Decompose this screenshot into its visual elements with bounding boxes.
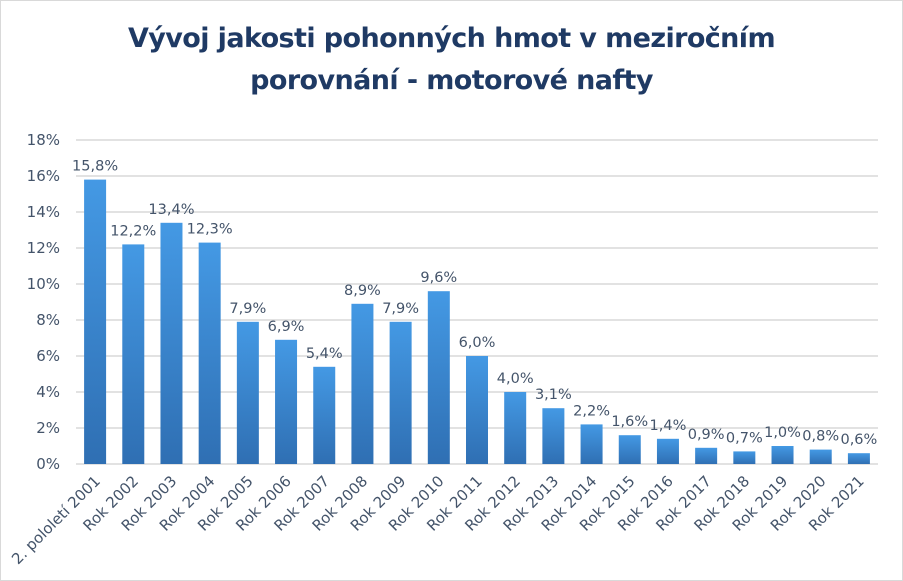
bar xyxy=(198,242,221,464)
y-tick-label: 10% xyxy=(27,275,60,293)
y-tick-label: 16% xyxy=(27,167,60,185)
bar xyxy=(313,366,336,464)
bar xyxy=(466,356,488,464)
bar xyxy=(389,321,412,464)
bar xyxy=(656,438,679,464)
bar xyxy=(695,447,718,464)
y-tick-label: 8% xyxy=(36,311,60,329)
bar xyxy=(275,339,298,464)
data-label: 1,6% xyxy=(611,414,648,430)
y-tick-label: 0% xyxy=(36,455,60,473)
data-label: 1,4% xyxy=(650,418,687,434)
data-label: 6,0% xyxy=(459,335,496,351)
data-label: 12,2% xyxy=(110,223,156,239)
bar xyxy=(733,451,756,464)
y-tick-label: 12% xyxy=(27,239,60,257)
bar xyxy=(809,449,832,464)
bar xyxy=(122,244,145,464)
data-label: 6,9% xyxy=(268,319,305,335)
bar xyxy=(847,453,870,464)
data-label: 9,6% xyxy=(420,270,457,286)
data-label: 0,9% xyxy=(688,427,725,443)
y-tick-label: 6% xyxy=(36,347,60,365)
chart-title: Vývoj jakosti pohonných hmot v meziroční… xyxy=(0,18,903,102)
data-label: 1,0% xyxy=(764,425,801,441)
bar xyxy=(236,321,259,464)
bar xyxy=(542,408,565,464)
y-tick-label: 4% xyxy=(36,383,60,401)
data-label: 7,9% xyxy=(229,301,266,317)
data-label: 0,8% xyxy=(802,429,839,445)
bar xyxy=(771,446,794,464)
bar xyxy=(618,435,641,464)
data-label: 3,1% xyxy=(535,387,572,403)
bar xyxy=(84,179,107,464)
data-label: 5,4% xyxy=(306,346,343,362)
y-tick-label: 2% xyxy=(36,419,60,437)
data-label: 0,6% xyxy=(840,432,877,448)
data-label: 2,2% xyxy=(573,403,610,419)
y-tick-label: 14% xyxy=(27,203,60,221)
data-label: 8,9% xyxy=(344,283,381,299)
chart-title-line1: Vývoj jakosti pohonných hmot v meziroční… xyxy=(127,23,776,54)
bar xyxy=(351,303,374,464)
data-label: 7,9% xyxy=(382,301,419,317)
data-label: 4,0% xyxy=(497,371,534,387)
bar xyxy=(427,291,450,464)
data-label: 13,4% xyxy=(148,202,194,218)
bar xyxy=(160,222,183,464)
data-label: 15,8% xyxy=(72,159,118,175)
chart-title-line2: porovnání - motorové nafty xyxy=(250,65,653,96)
data-label: 0,7% xyxy=(726,430,763,446)
bar xyxy=(580,424,603,464)
data-label: 12,3% xyxy=(187,222,233,238)
bar xyxy=(504,392,527,464)
y-tick-label: 18% xyxy=(27,131,60,149)
